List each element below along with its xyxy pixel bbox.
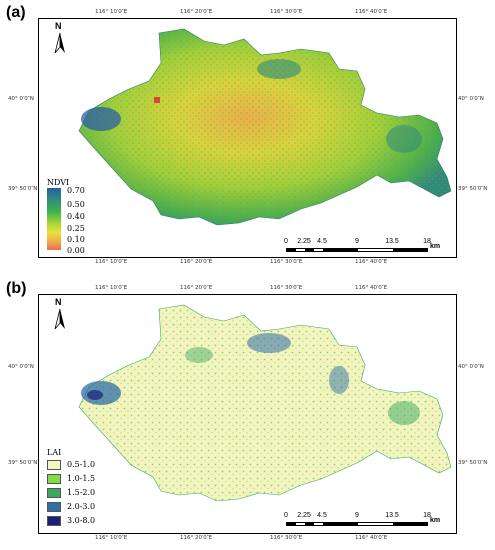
lat-tick: 40° 0′0″N xyxy=(8,96,34,102)
scale-label: 9 xyxy=(355,512,359,519)
scale-label: 13.5 xyxy=(385,238,399,245)
lon-tick: 116° 10′0″E xyxy=(95,259,128,265)
scale-unit: km xyxy=(430,243,441,250)
legend-item: 1.5-2.0 xyxy=(47,486,127,500)
legend-label: 1.0-1.5 xyxy=(67,474,96,483)
map-frame xyxy=(38,294,457,534)
legend-swatch xyxy=(47,516,61,526)
lat-tick: 39° 50′0″N xyxy=(8,186,38,192)
lon-tick: 116° 40′0″E xyxy=(355,535,388,541)
scale-bar: 0 2.25 4.5 9 13.5 18 km xyxy=(284,238,440,258)
scale-label: 9 xyxy=(355,238,359,245)
legend-swatch xyxy=(47,460,61,470)
lon-tick: 116° 30′0″E xyxy=(270,259,303,265)
panel-label: (b) xyxy=(6,280,27,297)
scale-label: 13.5 xyxy=(385,512,399,519)
legend-item: 1.0-1.5 xyxy=(47,472,127,486)
lon-tick: 116° 40′0″E xyxy=(355,259,388,265)
north-arrow-icon xyxy=(54,308,65,330)
north-arrow-icon xyxy=(54,32,65,54)
lai-legend: LAI 0.5-1.0 1.0-1.5 1.5-2.0 2.0-3.0 3.0-… xyxy=(47,448,127,528)
scale-label: 18 xyxy=(423,238,431,245)
legend-swatch xyxy=(47,474,61,484)
legend-value: 0.50 xyxy=(67,200,85,209)
legend-title: NDVI xyxy=(47,178,70,187)
legend-item: 2.0-3.0 xyxy=(47,500,127,514)
lon-tick: 116° 20′0″E xyxy=(180,285,213,291)
scale-label: 0 xyxy=(284,512,288,519)
lon-tick: 116° 10′0″E xyxy=(95,285,128,291)
map-frame xyxy=(38,18,457,258)
scale-unit: km xyxy=(430,517,441,524)
scale-label: 18 xyxy=(423,512,431,519)
legend-swatch xyxy=(47,488,61,498)
legend-value: 0.25 xyxy=(67,224,85,233)
scale-label: 2.25 xyxy=(297,512,311,519)
legend-item: 0.5-1.0 xyxy=(47,458,127,472)
lat-tick: 40° 0′0″N xyxy=(458,96,484,102)
lon-tick: 116° 40′0″E xyxy=(355,285,388,291)
legend-value: 0.70 xyxy=(67,186,85,195)
lat-tick: 39° 50′0″N xyxy=(458,186,488,192)
lon-tick: 116° 10′0″E xyxy=(95,535,128,541)
lat-tick: 40° 0′0″N xyxy=(458,364,484,370)
legend-label: 3.0-8.0 xyxy=(67,516,96,525)
lon-tick: 116° 10′0″E xyxy=(95,9,128,15)
legend-label: 0.5-1.0 xyxy=(67,460,96,469)
ndvi-map xyxy=(78,28,452,226)
ndvi-legend: NDVI 0.70 0.50 0.40 0.25 0.10 0.00 xyxy=(47,178,127,255)
lon-tick: 116° 30′0″E xyxy=(270,9,303,15)
legend-title: LAI xyxy=(47,448,62,457)
lon-tick: 116° 30′0″E xyxy=(270,535,303,541)
legend-value: 0.10 xyxy=(67,235,85,244)
legend-item: 3.0-8.0 xyxy=(47,514,127,528)
lon-tick: 116° 30′0″E xyxy=(270,285,303,291)
lon-tick: 116° 20′0″E xyxy=(180,535,213,541)
north-label: N xyxy=(55,21,62,31)
scale-bar-graphic xyxy=(286,522,428,526)
lat-tick: 39° 50′0″N xyxy=(458,460,488,466)
legend-label: 1.5-2.0 xyxy=(67,488,96,497)
scale-label: 4.5 xyxy=(317,238,327,245)
ndvi-color-ramp xyxy=(47,188,61,250)
north-label: N xyxy=(55,297,62,307)
legend-value: 0.00 xyxy=(67,246,85,255)
lon-tick: 116° 20′0″E xyxy=(180,259,213,265)
legend-value: 0.40 xyxy=(67,212,85,221)
scale-label: 4.5 xyxy=(317,512,327,519)
scale-bar-graphic xyxy=(286,248,428,252)
lon-tick: 116° 20′0″E xyxy=(180,9,213,15)
panel-b: (b) 116° 10′0″E 116° 20′0″E 116° 30′0″E … xyxy=(0,276,495,550)
lai-map xyxy=(78,304,452,502)
scale-label: 2.25 xyxy=(297,238,311,245)
legend-label: 2.0-3.0 xyxy=(67,502,96,511)
scale-label: 0 xyxy=(284,238,288,245)
lat-tick: 39° 50′0″N xyxy=(8,460,38,466)
panel-a: (a) 116° 10′0″E 116° 20′0″E 116° 30′0″E … xyxy=(0,0,495,272)
scale-bar: 0 2.25 4.5 9 13.5 18 km xyxy=(284,512,440,532)
lat-tick: 40° 0′0″N xyxy=(8,364,34,370)
legend-swatch xyxy=(47,502,61,512)
panel-label: (a) xyxy=(6,4,26,21)
lon-tick: 116° 40′0″E xyxy=(355,9,388,15)
